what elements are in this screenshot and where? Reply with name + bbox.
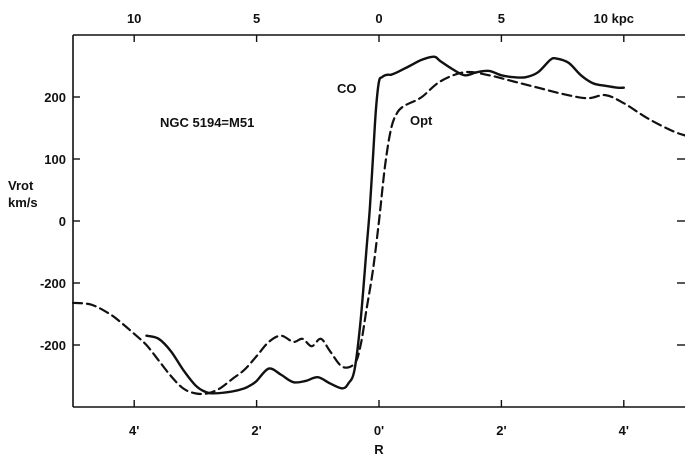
series-line-co <box>145 55 625 395</box>
series-label-opt: Opt <box>410 113 433 128</box>
top-tick-label: 10 kpc <box>594 11 634 26</box>
x-axis-label: R <box>374 442 384 457</box>
x-tick-label: 2' <box>496 423 506 438</box>
data-series <box>71 55 685 396</box>
y-tick-label: 0 <box>59 214 66 229</box>
y-axis-label-line1: Vrot <box>8 178 34 193</box>
y-tick-label: -200 <box>40 338 66 353</box>
series-line-opt <box>71 70 685 396</box>
y-axis-label-line2: km/s <box>8 195 38 210</box>
x-tick-label: 2' <box>251 423 261 438</box>
y-tick-label: 200 <box>44 90 66 105</box>
x-tick-label: 0' <box>374 423 384 438</box>
y-tick-label: -200 <box>40 276 66 291</box>
top-tick-label: 5 <box>498 11 505 26</box>
x-tick-label: 4' <box>129 423 139 438</box>
y-tick-label: 100 <box>44 152 66 167</box>
series-label-co: CO <box>337 81 357 96</box>
top-tick-label: 5 <box>253 11 260 26</box>
tick-marks <box>73 35 685 407</box>
top-tick-label: 10 <box>127 11 141 26</box>
galaxy-annotation: NGC 5194=M51 <box>160 115 254 130</box>
top-tick-label: 0 <box>375 11 382 26</box>
x-tick-label: 4' <box>619 423 629 438</box>
chart-labels: 4' 2' 0' 2' 4' 10 5 0 5 10 kpc -200 -200 0 100 200 Vrot… <box>8 11 634 457</box>
